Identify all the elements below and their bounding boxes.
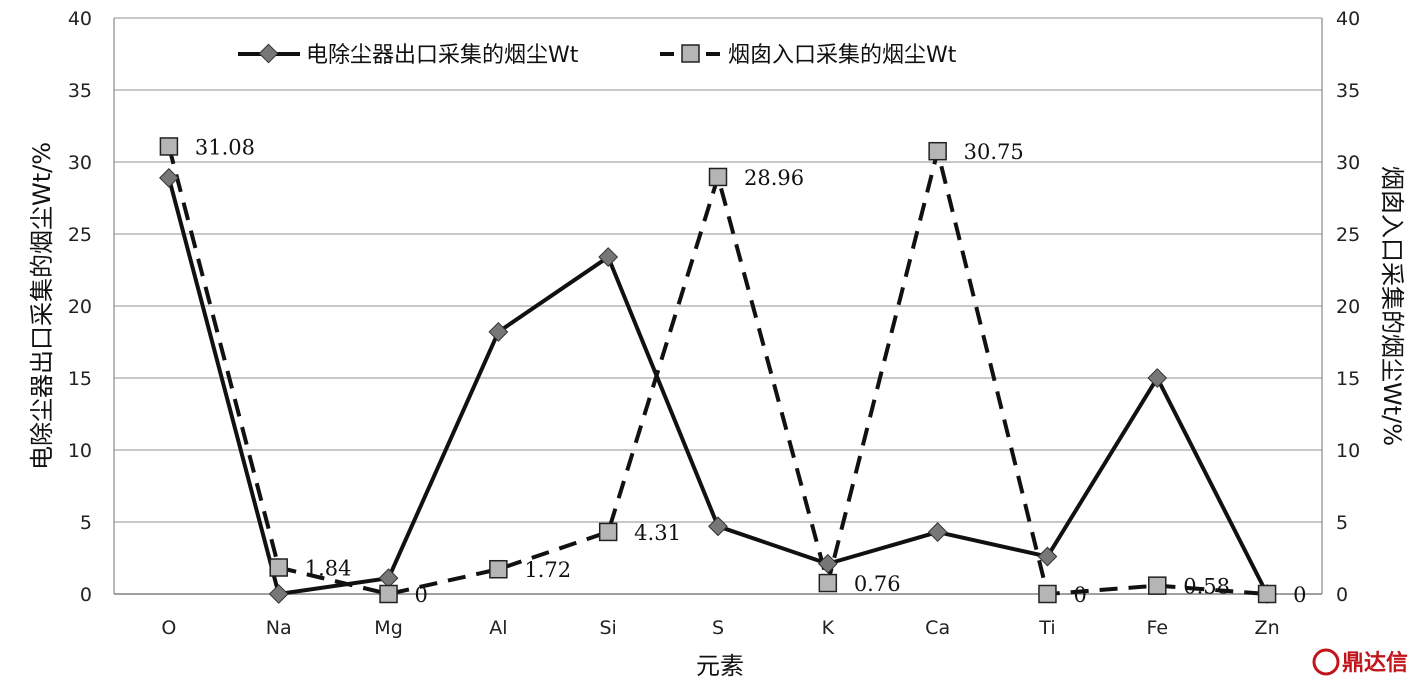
series-1-point bbox=[1037, 546, 1058, 567]
series-layer bbox=[159, 137, 1277, 604]
x-axis-title: 元素 bbox=[696, 652, 744, 680]
gridlines bbox=[113, 17, 1323, 595]
legend-label-series-2: 烟囱入口采集的烟尘Wt bbox=[728, 43, 957, 68]
left-y-axis-title: 电除尘器出口采集的烟尘Wt/% bbox=[28, 142, 56, 470]
left-tick-label: 0 bbox=[80, 584, 92, 606]
right-tick-label: 10 bbox=[1336, 440, 1360, 462]
series-2-data-label: 30.75 bbox=[964, 140, 1024, 164]
right-tick-label: 20 bbox=[1336, 296, 1360, 318]
left-tick-label: 5 bbox=[80, 512, 92, 534]
series-2-point bbox=[379, 584, 398, 604]
series-1-point bbox=[598, 247, 619, 267]
left-tick-label: 10 bbox=[68, 440, 92, 462]
series-2-data-label: 0 bbox=[415, 583, 428, 607]
watermark-logo: 鼎达信 bbox=[1312, 648, 1408, 676]
legend-label-series-1: 电除尘器出口采集的烟尘Wt bbox=[306, 43, 579, 68]
series-2-data-label: 1.72 bbox=[524, 558, 571, 582]
series-2-data-label: 0 bbox=[1293, 583, 1306, 607]
series-2-point bbox=[1038, 584, 1057, 604]
series-2-point bbox=[708, 167, 728, 187]
left-tick-label: 30 bbox=[68, 152, 92, 174]
left-tick-label: 20 bbox=[68, 296, 92, 318]
series-2-point bbox=[159, 137, 179, 156]
left-tick-label: 40 bbox=[68, 8, 92, 30]
right-tick-label: 35 bbox=[1336, 80, 1360, 102]
series-1-point bbox=[708, 516, 728, 537]
x-tick-label: S bbox=[712, 617, 724, 639]
series-2-data-label: 4.31 bbox=[634, 521, 681, 545]
series-2-point bbox=[1257, 584, 1277, 604]
left-y-axis-ticks: 0 5 10 15 20 25 30 35 40 bbox=[68, 8, 92, 606]
series-1-point bbox=[927, 522, 948, 542]
x-axis-category-labels: O Na Mg Al Si S K Ca Ti Fe Zn bbox=[161, 617, 1279, 639]
right-tick-label: 15 bbox=[1336, 368, 1360, 390]
series-2-point bbox=[818, 573, 838, 593]
x-tick-label: Al bbox=[489, 617, 507, 639]
series-2-point bbox=[1148, 576, 1167, 595]
series-1-point bbox=[488, 322, 509, 342]
series-1-point bbox=[159, 167, 179, 188]
x-tick-label: Na bbox=[266, 617, 292, 639]
series-2-data-label: 0 bbox=[1073, 583, 1086, 607]
x-tick-label: K bbox=[822, 617, 835, 639]
x-tick-label: Zn bbox=[1255, 617, 1280, 639]
series-2-point bbox=[928, 141, 947, 161]
right-tick-label: 40 bbox=[1336, 8, 1360, 30]
series-2-data-label: 28.96 bbox=[744, 166, 804, 190]
right-tick-label: 5 bbox=[1336, 512, 1348, 534]
x-tick-label: Mg bbox=[374, 617, 402, 639]
x-tick-label: Fe bbox=[1146, 617, 1168, 639]
left-tick-label: 25 bbox=[68, 224, 92, 246]
x-tick-label: Si bbox=[600, 617, 617, 639]
series-2-data-label: 0.76 bbox=[854, 572, 901, 596]
legend-square-icon bbox=[681, 44, 700, 63]
series-2-data-label: 1.84 bbox=[305, 557, 352, 581]
series-2-point bbox=[598, 522, 618, 542]
series-2-point bbox=[489, 559, 508, 579]
series-2-data-label: 31.08 bbox=[195, 135, 255, 159]
series-1-point bbox=[268, 584, 289, 604]
right-y-axis-title: 烟囱入口采集的烟尘Wt/% bbox=[1378, 166, 1406, 446]
series-2-point bbox=[269, 558, 288, 577]
legend-diamond-icon bbox=[258, 43, 279, 64]
left-tick-label: 35 bbox=[68, 80, 92, 102]
x-tick-label: Ca bbox=[925, 617, 950, 639]
series-1-point bbox=[378, 568, 399, 589]
watermark-text: 鼎达信 bbox=[1342, 650, 1408, 676]
watermark-icon bbox=[1312, 648, 1340, 676]
right-tick-label: 25 bbox=[1336, 224, 1360, 246]
right-tick-label: 0 bbox=[1336, 584, 1348, 606]
series-1-point bbox=[817, 553, 838, 574]
x-tick-label: O bbox=[161, 617, 176, 639]
legend: 电除尘器出口采集的烟尘Wt 烟囱入口采集的烟尘Wt bbox=[238, 43, 957, 68]
series-1-point bbox=[1147, 368, 1168, 388]
right-y-axis-ticks: 0 5 10 15 20 25 30 35 40 bbox=[1336, 8, 1360, 606]
x-tick-label: Ti bbox=[1038, 617, 1055, 639]
right-tick-label: 30 bbox=[1336, 152, 1360, 174]
series-2-data-label: 0.58 bbox=[1183, 575, 1230, 599]
left-tick-label: 15 bbox=[68, 368, 92, 390]
data-labels: 31.08 1.84 0 1.72 4.31 28.96 0.76 30.75 0 0.58 0 bbox=[195, 135, 1307, 607]
